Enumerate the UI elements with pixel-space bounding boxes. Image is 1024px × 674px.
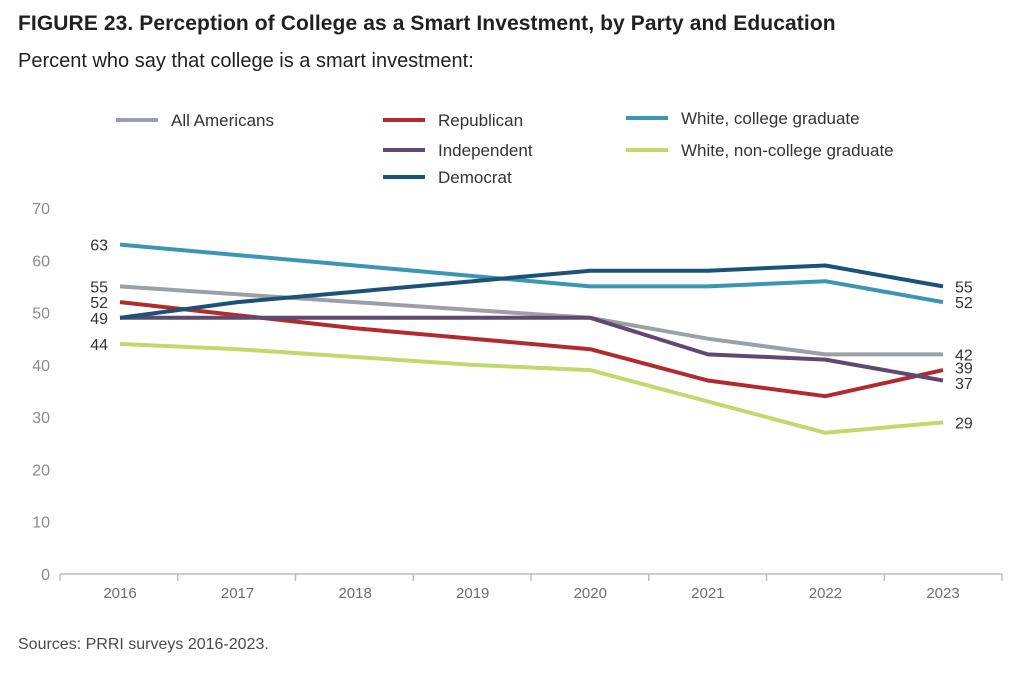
series-line-democrat [119,263,944,320]
figure-subtitle: Percent who say that college is a smart … [18,50,474,72]
data-label-start: 49 [90,311,108,328]
data-label-end: 42 [955,347,973,364]
data-label-end: 39 [955,361,973,378]
legend-label: Republican [438,111,523,130]
data-label-end: 29 [955,415,973,432]
sources-note: Sources: PRRI surveys 2016-2023. [18,636,269,653]
y-axis: 0 10 20 30 40 50 60 70 [32,201,50,584]
x-tick-label: 2021 [691,585,724,602]
legend: All Americans Republican White, college gr… [116,109,894,187]
legend-label: Independent [438,141,533,160]
y-tick-label: 30 [32,410,50,427]
y-tick-label: 70 [32,201,50,218]
series-line-white-college-graduate [119,242,944,305]
y-tick-label: 60 [32,253,50,270]
y-tick-label: 20 [32,462,50,479]
series-line-independent [120,315,944,383]
data-label-end: 52 [955,295,973,312]
data-label-start: 63 [90,238,108,255]
y-tick-label: 0 [41,567,50,584]
data-label-end: 55 [955,279,973,296]
legend-label: White, non-college graduate [681,141,894,160]
y-tick-label: 50 [32,306,50,323]
y-tick-label: 40 [32,358,50,375]
series-line-all-americans [119,284,943,357]
x-tick-label: 2022 [809,585,842,602]
x-tick-label: 2020 [574,585,607,602]
data-label-end: 37 [955,376,973,393]
legend-label: Democrat [438,168,512,187]
x-tick-label: 2019 [456,585,489,602]
data-label-start: 44 [90,337,108,354]
x-tick-label: 2023 [926,585,959,602]
x-axis: 2016 2017 2018 2019 2020 2021 2022 2023 [59,573,1003,602]
data-label-start: 52 [90,295,108,312]
legend-label: All Americans [171,111,274,130]
series-line-white-non-college-graduate [119,341,944,435]
x-tick-label: 2018 [338,585,371,602]
legend-label: White, college graduate [681,109,860,128]
data-label-start: 55 [90,279,108,296]
series-lines [119,242,944,435]
x-tick-label: 2016 [103,585,136,602]
y-tick-label: 10 [32,515,50,532]
x-tick-label: 2017 [221,585,254,602]
figure-title: FIGURE 23. Perception of College as a Sm… [18,12,836,35]
